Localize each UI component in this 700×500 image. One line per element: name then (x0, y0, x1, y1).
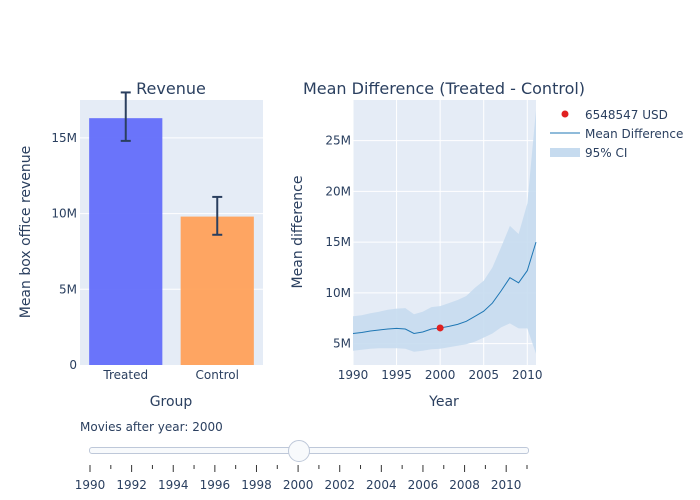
slider-tick-label: 1998 (241, 478, 272, 492)
slider-tick-label: 1992 (116, 478, 147, 492)
bar-x-axis-label: Group (150, 394, 193, 410)
slider-tick-label: 2002 (324, 478, 355, 492)
line-x-tick-label: 1990 (338, 368, 369, 382)
line-x-ticks: 1990 1995 2000 2005 2010 (338, 368, 543, 382)
slider-handle[interactable] (288, 440, 311, 462)
bar-treated (89, 118, 163, 366)
slider-tick-label: 1994 (158, 478, 189, 492)
slider-tick-label: 1996 (200, 478, 231, 492)
line-x-tick-label: 2005 (468, 368, 499, 382)
bar-chart-title: Revenue (136, 79, 206, 98)
legend: 6548547 USD Mean Difference 95% CI (550, 108, 683, 160)
legend-marker-point (561, 110, 569, 118)
bar-x-ticks: Treated Control (102, 368, 239, 382)
slider-tick-label: 2000 (283, 478, 314, 492)
legend-label-ci[interactable]: 95% CI (585, 146, 627, 160)
slider-tick-label: 2006 (408, 478, 439, 492)
legend-label-point[interactable]: 6548547 USD (585, 108, 668, 122)
line-y-axis-label: Mean difference (290, 176, 306, 289)
bar-y-axis-label: Mean box office revenue (18, 146, 34, 319)
slider-tick-label: 1990 (75, 478, 106, 492)
bar-y-tick-label: 0 (69, 358, 77, 372)
bar-y-tick-label: 10M (51, 207, 77, 221)
legend-marker-ci (550, 148, 580, 157)
line-y-tick-label: 20M (325, 184, 351, 198)
bars (89, 91, 254, 366)
bar-y-tick-label: 5M (59, 282, 77, 296)
mean-difference-line (352, 241, 537, 335)
slider-tick-label: 2008 (449, 478, 480, 492)
slider-ticks: 1990 1992 1994 1996 1998 2000 2002 2004 2006 2008… (75, 465, 528, 492)
bar-y-ticks: 0 5M 10M 15M (51, 131, 77, 372)
bar-x-tick-label: Treated (102, 368, 148, 382)
line-x-axis-label: Year (428, 394, 459, 410)
highlight-point (436, 324, 444, 332)
ci-band (353, 110, 536, 354)
line-chart-title: Mean Difference (Treated - Control) (303, 79, 585, 98)
line-x-tick-label: 2000 (425, 368, 456, 382)
bar-x-tick-label: Control (196, 368, 239, 382)
line-y-tick-label: 25M (325, 134, 351, 148)
bar-control (180, 216, 254, 365)
line-x-tick-label: 1995 (381, 368, 412, 382)
legend-label-line[interactable]: Mean Difference (585, 127, 683, 141)
bar-y-tick-label: 15M (51, 131, 77, 145)
line-x-tick-label: 2010 (512, 368, 543, 382)
line-y-tick-label: 5M (333, 337, 351, 351)
line-series-group (352, 110, 537, 354)
slider-tick-label: 2004 (366, 478, 397, 492)
line-y-tick-label: 15M (325, 235, 351, 249)
line-y-tick-label: 10M (325, 286, 351, 300)
slider-tick-label: 2010 (491, 478, 522, 492)
line-y-ticks: 5M 10M 15M 20M 25M (325, 134, 351, 351)
